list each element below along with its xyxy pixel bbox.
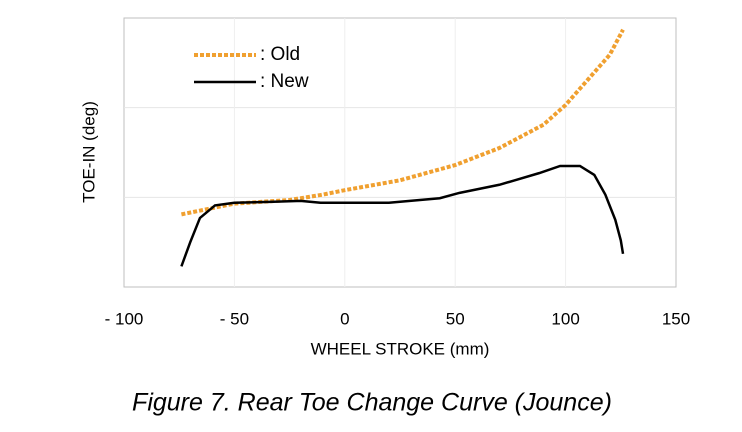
x-tick-label: 0 [340,309,349,328]
legend-label: : New [260,71,309,92]
x-tick-label: - 100 [105,309,144,328]
x-tick-label: - 50 [220,309,249,328]
x-tick-label: 150 [662,309,690,328]
line-series [180,164,625,267]
x-axis-label: WHEEL STROKE (mm) [311,339,490,358]
line-series [181,28,625,217]
x-tick-label: 50 [446,309,465,328]
legend-label: : Old [260,44,300,65]
x-tick-label: 100 [551,309,579,328]
plot-area [123,17,677,288]
caption: Figure 7. Rear Toe Change Curve (Jounce) [132,389,612,417]
y-axis-label: TOE-IN (deg) [79,101,98,203]
